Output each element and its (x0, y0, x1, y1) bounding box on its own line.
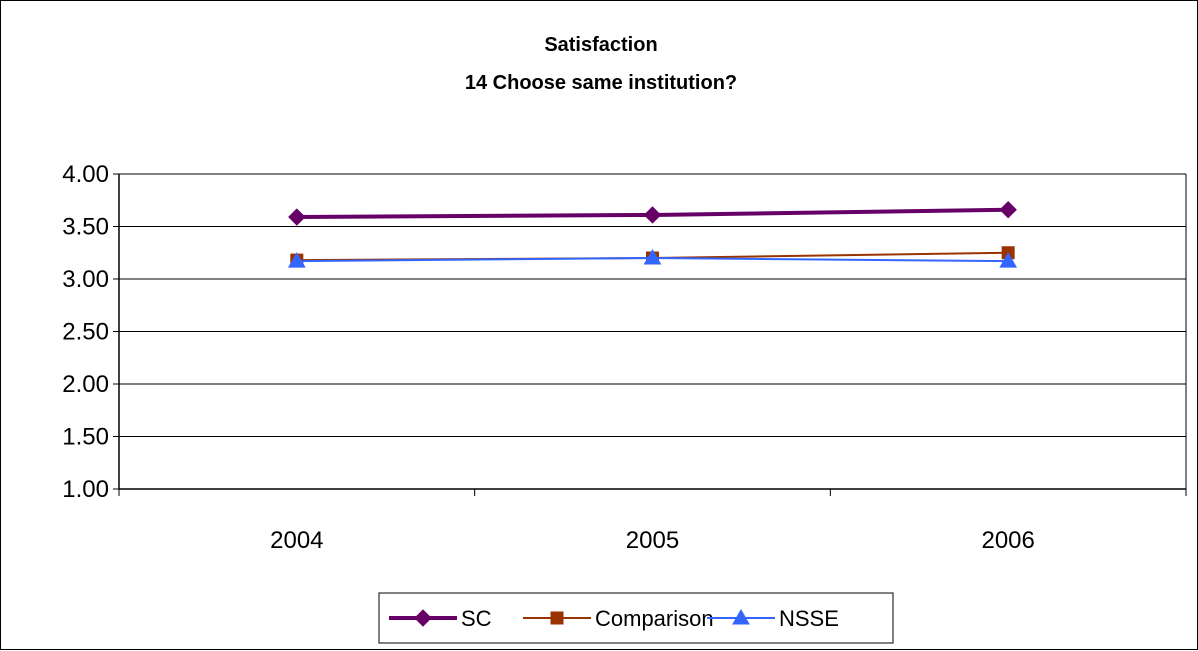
y-tick-label: 4.00 (62, 161, 109, 188)
x-tick-label: 2004 (270, 527, 323, 554)
legend: SC Comparison NSSE (378, 592, 894, 644)
y-tick-label: 3.00 (62, 266, 109, 293)
y-tick-label: 1.00 (62, 476, 109, 503)
legend-marker-sc (414, 609, 432, 627)
legend-marker-nsse (732, 608, 750, 625)
legend-label-sc: SC (461, 606, 492, 631)
data-point-nsse (287, 252, 306, 268)
legend-label-nsse: NSSE (779, 606, 839, 631)
data-point-nsse (999, 252, 1018, 268)
chart-subtitle: 14 Choose same institution? (465, 72, 737, 94)
legend-marker-comparison (550, 611, 564, 625)
x-tick-label: 2005 (626, 527, 679, 554)
plot-area: 1.00 1.50 2.00 2.50 3.00 3.50 4.00 2004 2005 2006 (62, 161, 1187, 554)
chart-title: Satisfaction (544, 34, 657, 56)
data-point-sc (643, 206, 662, 224)
legend-box (378, 592, 894, 644)
y-tick-label: 1.50 (62, 424, 109, 451)
data-point-sc (288, 208, 306, 226)
x-tick-label: 2006 (981, 527, 1034, 554)
y-tick-label: 2.50 (62, 319, 109, 346)
y-tick-label: 3.50 (62, 214, 109, 241)
legend-label-comparison: Comparison (595, 606, 714, 631)
data-point-sc (999, 200, 1017, 219)
data-point-nsse (643, 248, 662, 265)
y-tick-label: 2.00 (62, 371, 109, 398)
